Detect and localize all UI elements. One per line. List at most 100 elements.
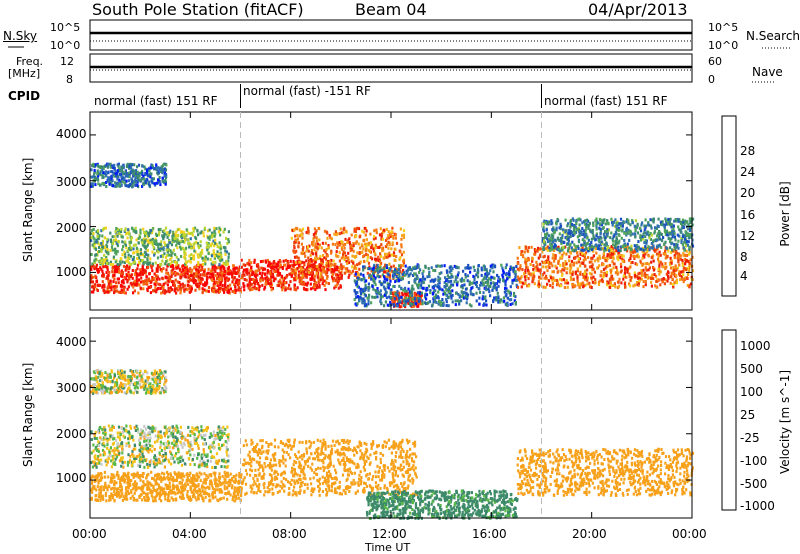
echo-cell [350,271,353,275]
echo-cell [463,283,466,287]
echo-cell [319,268,322,272]
echo-cell [329,251,333,255]
echo-cell [307,226,310,230]
echo-cell [376,289,379,293]
echo-cell [542,255,545,259]
echo-cell [187,284,190,288]
echo-cell [481,283,484,287]
echo-cell [328,260,331,264]
echo-cell [402,288,405,292]
echo-cell [373,251,376,255]
echo-cell [539,268,542,272]
echo-cell [558,251,561,255]
echo-cell [264,276,267,280]
echo-cell [292,269,295,272]
echo-cell [134,178,137,182]
echo-cell [643,272,646,276]
echo-cell [293,272,297,276]
echo-cell [582,229,585,233]
echo-cell [257,264,260,268]
echo-cell [456,275,459,279]
echo-cell [607,264,610,268]
echo-cell [305,259,308,263]
echo-cell [103,283,106,287]
echo-cell [97,270,100,274]
nave-tick-bottom: 0 [708,73,715,86]
echo-cell [108,182,111,186]
echo-cell [207,289,210,293]
echo-cell [139,228,142,232]
echo-cell [315,236,318,240]
echo-cell [159,243,162,247]
echo-cell [141,172,144,176]
echo-cell [657,257,660,261]
echo-cell [578,285,581,289]
echo-cell [380,243,383,247]
echo-cell [223,290,226,294]
echo-cell [532,264,535,267]
echo-cell [463,279,466,283]
echo-cell [295,249,298,253]
echo-cell [627,228,630,232]
echo-cell [400,276,403,280]
echo-cell [450,296,453,300]
echo-cell [388,295,391,299]
echo-cell [136,170,139,174]
echo-cell [664,262,667,265]
echo-cell [405,296,408,300]
echo-cell [164,173,168,176]
echo-cell [312,237,315,241]
echo-cell [641,235,644,238]
echo-cell [255,279,258,283]
echo-cell [174,253,177,257]
echo-cell [278,272,282,275]
echo-cell [568,255,571,259]
echo-cell [686,283,689,287]
echo-cell [688,249,691,253]
echo-cell [344,267,347,271]
echo-cell [199,240,202,244]
echo-cell [93,259,96,263]
echo-cell [380,283,383,287]
echo-cell [154,286,157,290]
echo-cell [525,258,528,262]
echo-cell [398,264,401,268]
echo-cell [256,263,260,266]
echo-cell [92,178,95,182]
echo-cell [413,292,416,296]
echo-cell [149,175,152,179]
echo-cell [384,252,387,256]
echo-cell [93,237,96,241]
echo-cell [362,230,365,234]
echo-cell [116,244,120,248]
echo-cell [246,262,249,266]
echo-cell [569,263,572,267]
echo-cell [535,260,538,264]
echo-cell [431,292,434,296]
echo-cell [376,264,379,267]
echo-cell [218,241,221,245]
echo-cell [557,261,560,265]
echo-cell [489,278,492,282]
echo-cell [655,248,658,252]
echo-cell [389,279,392,283]
echo-cell [256,273,259,277]
echo-cell [321,266,324,270]
echo-cell [201,264,204,268]
echo-cell [598,239,601,243]
echo-cell [344,242,347,246]
echo-cell [673,235,676,239]
echo-cell [632,284,635,288]
echo-cell [509,303,512,306]
echo-cell [428,270,431,274]
echo-cell [147,286,150,289]
echo-cell [153,182,156,186]
echo-cell [592,267,595,271]
echo-cell [439,302,442,306]
echo-cell [254,287,257,291]
echo-cell [153,167,156,170]
echo-cell [527,271,530,275]
echo-cell [97,174,100,178]
echo-cell [565,271,568,275]
echo-cell [149,239,152,243]
